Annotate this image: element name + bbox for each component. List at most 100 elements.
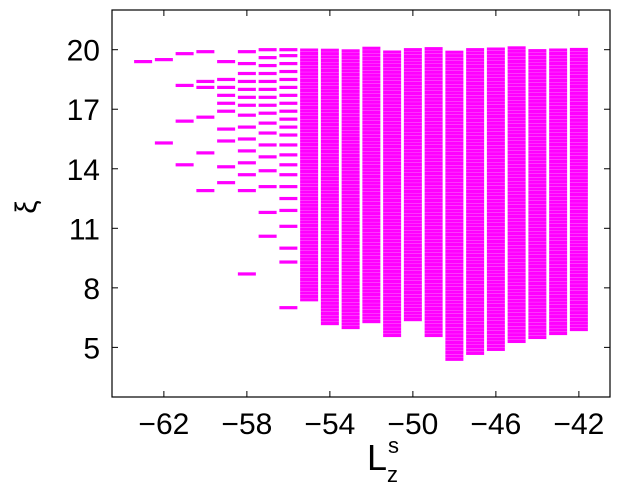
data-point [383, 94, 402, 98]
data-point [486, 341, 505, 345]
data-point [445, 290, 464, 294]
data-point [445, 350, 464, 355]
data-point [528, 52, 547, 56]
data-point [362, 174, 381, 179]
data-point [300, 234, 319, 238]
data-point [466, 115, 485, 119]
data-point [569, 216, 588, 220]
data-point [258, 234, 277, 238]
data-point [466, 318, 485, 322]
data-point [383, 74, 402, 78]
data-point [507, 265, 526, 269]
data-point [507, 110, 526, 114]
data-point [362, 242, 381, 246]
data-point [507, 164, 526, 168]
data-point [279, 196, 298, 201]
data-point [445, 91, 464, 95]
data-point [445, 354, 464, 358]
data-point [300, 213, 319, 218]
data-point [424, 144, 443, 149]
data-point [279, 260, 298, 264]
data-point [300, 223, 319, 228]
data-point [279, 93, 298, 97]
data-point [403, 166, 422, 170]
data-point [300, 92, 319, 96]
data-point [383, 131, 402, 135]
data-point [466, 189, 485, 193]
data-point [362, 50, 381, 54]
tick-labels: −62 −58 −54 −50 −46 −42 5 8 11 14 17 20 [67, 35, 605, 441]
data-point [341, 133, 360, 137]
data-point [237, 103, 256, 107]
data-point [528, 234, 547, 238]
data-point [362, 208, 381, 212]
data-point [466, 220, 485, 224]
data-point [424, 117, 443, 122]
data-point [383, 212, 402, 216]
data-point [569, 145, 588, 149]
data-point [507, 221, 526, 225]
data-point [341, 96, 360, 100]
data-point [383, 256, 402, 260]
data-point [341, 211, 360, 215]
data-point [424, 134, 443, 139]
data-point [507, 191, 526, 195]
data-point [341, 221, 360, 225]
data-point [507, 208, 526, 212]
data-point [341, 204, 360, 208]
data-point [341, 312, 360, 316]
data-point [424, 165, 443, 169]
data-point [466, 105, 485, 109]
data-point [549, 78, 568, 83]
data-point [466, 85, 485, 89]
data-point [424, 303, 443, 307]
data-point [528, 214, 547, 218]
data-point [300, 207, 319, 211]
data-point [466, 156, 485, 160]
data-point [528, 335, 547, 340]
data-point [507, 252, 526, 256]
data-point [300, 274, 319, 278]
data-point [341, 292, 360, 296]
data-point [424, 246, 443, 250]
data-point [466, 61, 485, 65]
data-point [549, 65, 568, 69]
data-point [320, 143, 339, 147]
data-point [403, 68, 422, 72]
data-point [528, 221, 547, 225]
data-point [466, 54, 485, 59]
data-point [403, 186, 422, 190]
data-point [362, 77, 381, 81]
data-point [466, 129, 485, 133]
data-point [362, 141, 381, 145]
data-point [300, 156, 319, 160]
data-point [341, 251, 360, 255]
data-point [486, 243, 505, 247]
data-point [486, 118, 505, 122]
data-point [300, 200, 319, 204]
data-point [486, 233, 505, 237]
data-point [569, 182, 588, 187]
data-point [300, 281, 319, 285]
data-point [445, 135, 464, 139]
data-point [196, 115, 215, 119]
data-point [445, 317, 464, 321]
data-point [341, 113, 360, 117]
data-point [320, 274, 339, 278]
data-point [383, 57, 402, 61]
data-point [528, 298, 547, 302]
data-point [569, 58, 588, 62]
data-point [424, 57, 443, 61]
data-point [403, 210, 422, 214]
data-point [383, 155, 402, 159]
data-point [320, 291, 339, 295]
data-point [528, 96, 547, 100]
data-point [300, 102, 319, 106]
data-point [362, 104, 381, 108]
data-point [383, 107, 402, 112]
data-point [528, 150, 547, 154]
data-point [403, 159, 422, 163]
data-point [486, 334, 505, 338]
data-point [486, 297, 505, 301]
data-point [466, 139, 485, 143]
